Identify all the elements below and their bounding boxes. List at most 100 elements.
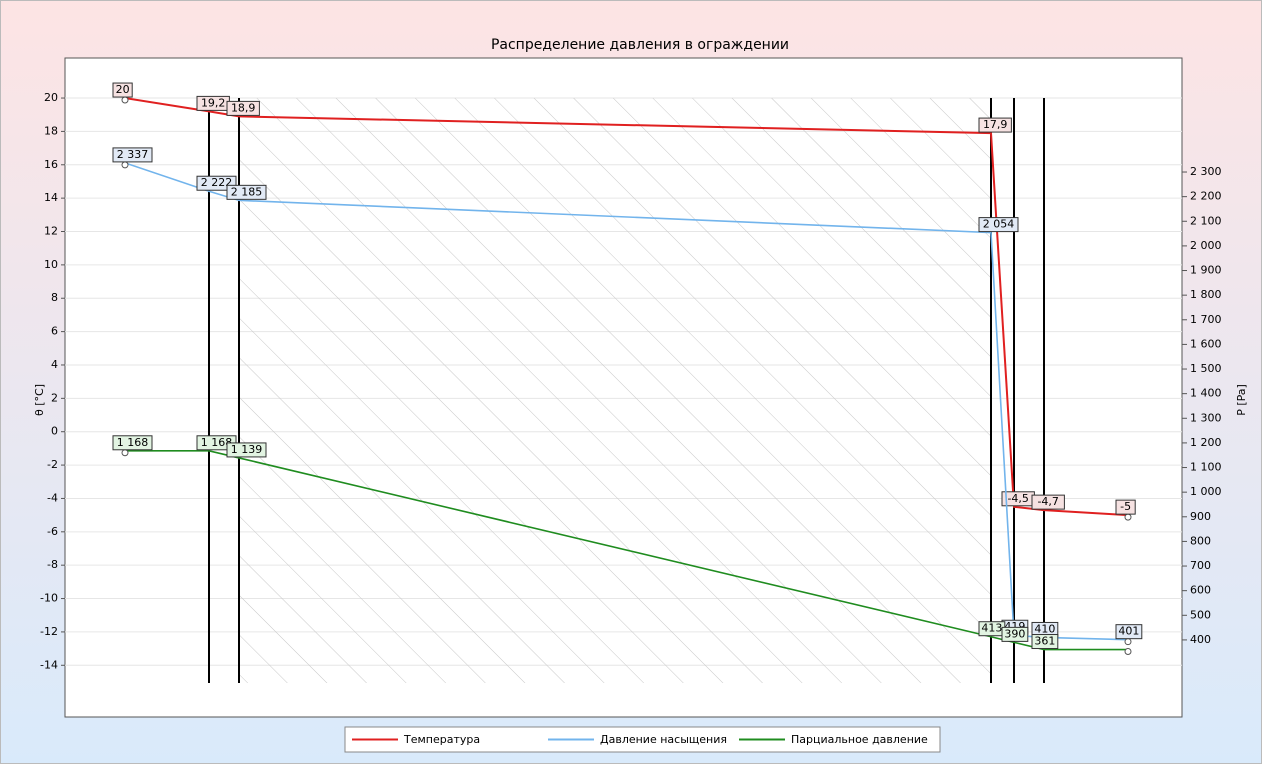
end-marker — [1124, 513, 1132, 521]
y-tick-label: 0 — [51, 425, 58, 438]
data-label-box — [1031, 634, 1059, 650]
y-tick-label: -14 — [40, 658, 58, 671]
data-label: 413 — [978, 621, 1006, 637]
data-label-box — [1115, 499, 1136, 515]
y-axis-title: θ [°C] — [33, 384, 46, 416]
data-label: 390 — [1001, 626, 1029, 642]
data-label-text: 19,2 — [201, 96, 226, 109]
data-label-text: 410 — [1034, 622, 1055, 635]
data-label-box — [1031, 494, 1065, 510]
y2-tick-label: 900 — [1190, 510, 1211, 523]
y2-tick-label: 1 400 — [1190, 387, 1222, 400]
y-tick-label: -12 — [40, 625, 58, 638]
end-marker — [1124, 638, 1132, 646]
data-label-text: 17,9 — [983, 118, 1008, 131]
data-label: -4,7 — [1031, 494, 1065, 510]
y-tick-label: 16 — [44, 158, 58, 171]
data-label-box — [1115, 624, 1143, 640]
y2-tick-label: 800 — [1190, 534, 1211, 547]
data-label-box — [1001, 626, 1029, 642]
y-tick-label: 20 — [44, 91, 58, 104]
data-label: 2 054 — [978, 217, 1019, 233]
data-label-box — [226, 442, 267, 458]
data-label-text: 2 054 — [983, 218, 1015, 231]
y2-tick-label: 2 100 — [1190, 214, 1222, 227]
y-tick-label: -10 — [40, 592, 58, 605]
data-label-text: 361 — [1034, 635, 1055, 648]
data-label: 2 337 — [112, 147, 153, 163]
data-label-text: 1 139 — [231, 443, 263, 456]
y-tick-label: -4 — [47, 491, 58, 504]
y2-tick-label: 1 200 — [1190, 436, 1222, 449]
data-label-text: 2 185 — [231, 185, 263, 198]
data-label-text: -4,5 — [1007, 492, 1028, 505]
data-label-box — [196, 175, 237, 191]
y-tick-label: 6 — [51, 325, 58, 338]
data-label: -5 — [1115, 499, 1136, 515]
data-label-box — [978, 117, 1012, 133]
y2-axis-title: P [Pa] — [1235, 384, 1248, 416]
series-line — [125, 449, 1128, 651]
y-tick-label: 2 — [51, 391, 58, 404]
data-label: 18,9 — [226, 100, 260, 116]
data-label-box — [112, 147, 153, 163]
y2-tick-label: 1 700 — [1190, 313, 1222, 326]
data-label: 20 — [112, 82, 133, 98]
data-label-text: 2 222 — [201, 176, 233, 189]
y2-tick-label: 2 000 — [1190, 239, 1222, 252]
data-label-text: 390 — [1004, 627, 1025, 640]
y2-tick-label: 2 300 — [1190, 165, 1222, 178]
y-tick-label: 8 — [51, 291, 58, 304]
legend — [344, 726, 941, 753]
series-line — [124, 97, 1129, 517]
data-label-text: 18,9 — [231, 101, 256, 114]
y2-tick-label: 2 200 — [1190, 190, 1222, 203]
y2-tick-label: 1 800 — [1190, 288, 1222, 301]
y-tick-label: -8 — [47, 558, 58, 571]
y2-tick-label: 400 — [1190, 633, 1211, 646]
y2-tick-label: 500 — [1190, 608, 1211, 621]
y2-tick-label: 1 600 — [1190, 337, 1222, 350]
data-label: 2 185 — [226, 184, 267, 200]
y2-tick-label: 600 — [1190, 584, 1211, 597]
y-tick-label: 10 — [44, 258, 58, 271]
y-tick-label: 18 — [44, 124, 58, 137]
legend-label: Температура — [403, 733, 480, 746]
data-label-box — [112, 82, 133, 98]
y-tick-label: 12 — [44, 225, 58, 238]
data-label: 2 222 — [196, 175, 237, 191]
data-label-box — [978, 217, 1019, 233]
y-tick-label: -2 — [47, 458, 58, 471]
legend-label: Парциальное давление — [791, 733, 928, 746]
data-label: 401 — [1115, 624, 1143, 640]
data-label: 19,2 — [196, 95, 230, 111]
data-label: -4,5 — [1001, 491, 1035, 507]
y-tick-label: 4 — [51, 358, 58, 371]
data-label-box — [226, 100, 260, 116]
end-marker — [1124, 648, 1132, 656]
data-label-text: -5 — [1120, 500, 1131, 513]
chart-title: Распределение давления в ограждении — [491, 37, 789, 53]
hatched-layer — [239, 98, 991, 683]
data-label-box — [226, 184, 267, 200]
data-label-text: 413 — [981, 622, 1002, 635]
end-marker — [121, 161, 129, 169]
y2-tick-label: 1 000 — [1190, 485, 1222, 498]
data-label-text: 401 — [1118, 625, 1139, 638]
data-label: 1 168 — [112, 435, 153, 451]
end-marker — [121, 449, 129, 457]
y2-tick-label: 1 500 — [1190, 362, 1222, 375]
y2-tick-label: 1 900 — [1190, 264, 1222, 277]
y-tick-label: -6 — [47, 525, 58, 538]
data-label: 1 168 — [196, 435, 237, 451]
data-label: 361 — [1031, 634, 1059, 650]
y-tick-label: 14 — [44, 191, 58, 204]
y2-tick-label: 700 — [1190, 559, 1211, 572]
data-label-text: 20 — [116, 83, 130, 96]
data-label-text: 2 337 — [117, 148, 149, 161]
data-label-text: -4,7 — [1037, 495, 1058, 508]
data-label: 1 139 — [226, 442, 267, 458]
end-marker — [121, 96, 129, 104]
data-label: 410 — [1031, 621, 1059, 637]
